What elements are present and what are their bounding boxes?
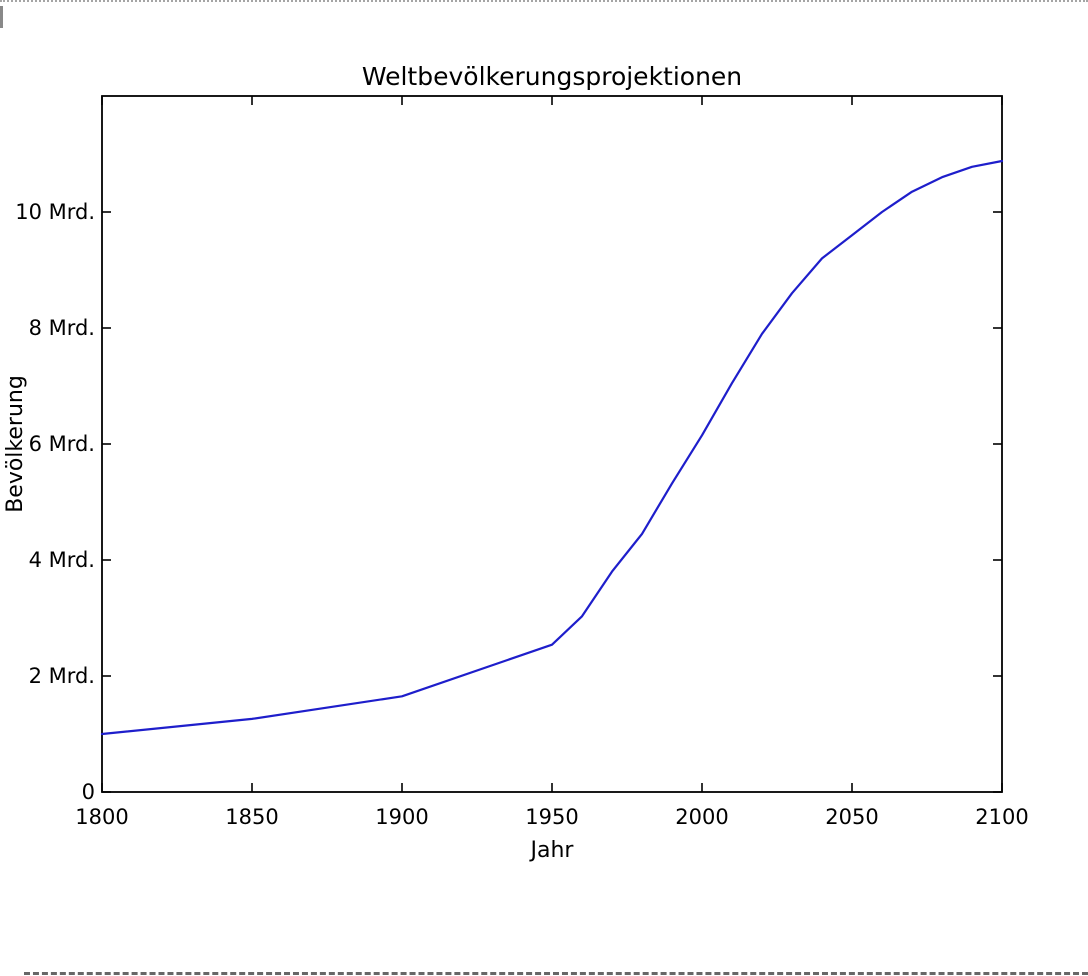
- axis-tick-labels: 1800 1850 1900 1950 2000 2050 2100 0 2 Mrd. 4 Mrd…: [15, 200, 1029, 829]
- y-tick-label: 8 Mrd.: [29, 316, 95, 340]
- x-tick-label: 1900: [375, 805, 428, 829]
- x-tick-label: 1950: [525, 805, 578, 829]
- x-tick-label: 1800: [75, 805, 128, 829]
- x-axis-label: Jahr: [529, 838, 575, 863]
- population-line: [100, 159, 1004, 736]
- chart-title: Weltbevölkerungsprojektionen: [362, 62, 742, 91]
- screen-edge-artifact-bottom: [24, 972, 1088, 975]
- y-tick-label: 2 Mrd.: [29, 664, 95, 688]
- y-tick-label: 6 Mrd.: [29, 432, 95, 456]
- screen-edge-artifact-top: [0, 0, 1088, 2]
- y-tick-label: 0: [82, 780, 95, 804]
- plot-border: [101, 95, 1003, 793]
- x-tick-label: 2050: [825, 805, 878, 829]
- y-tick-label: 4 Mrd.: [29, 548, 95, 572]
- screen-edge-artifact-corner: [0, 6, 3, 28]
- x-tick-label: 2100: [975, 805, 1028, 829]
- y-axis-label: Bevölkerung: [3, 375, 28, 513]
- y-tick-label: 10 Mrd.: [15, 200, 95, 224]
- x-tick-label: 1850: [225, 805, 278, 829]
- axis-tick-marks: [101, 96, 1003, 793]
- x-tick-label: 2000: [675, 805, 728, 829]
